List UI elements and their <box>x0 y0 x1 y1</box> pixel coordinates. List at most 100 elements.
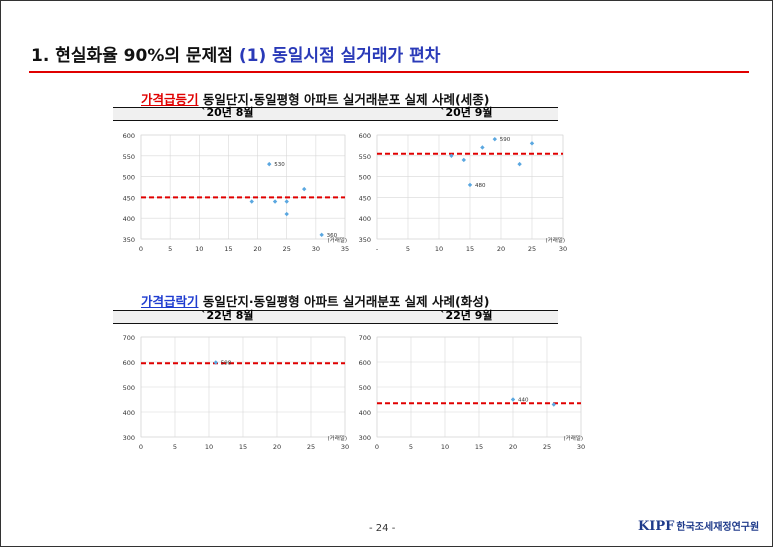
data-label: 598 <box>221 361 232 367</box>
data-point <box>267 161 272 167</box>
x-tick-label: 30 <box>341 443 349 451</box>
scatter-chart-3: 700 600 500 400 300 0 5 10 15 20 25 30 (거래일) 598 <box>109 327 350 465</box>
data-point <box>510 397 516 402</box>
x-axis-label: (거래일) <box>328 236 347 244</box>
x-tick-label: 30 <box>577 443 585 451</box>
data-label: 590 <box>500 137 511 143</box>
section-keyword: 가격급락기 <box>141 294 199 309</box>
x-tick-label: 0 <box>139 443 143 451</box>
x-tick-label: 5 <box>173 443 177 451</box>
logo-text: 한국조세재정연구원 <box>676 522 760 533</box>
data-point <box>272 199 278 204</box>
x-tick-label: 0 <box>139 245 143 253</box>
section-heading-text: 동일단지·동일평형 아파트 실거래분포 실제 사례(화성) <box>198 294 490 309</box>
x-tick-label: 25 <box>543 443 551 451</box>
x-tick-label: 30 <box>559 245 567 253</box>
plot-frame <box>140 134 346 240</box>
section-keyword: 가격급등기 <box>141 92 199 107</box>
data-point <box>449 153 454 158</box>
scatter-chart-4: 700 600 500 400 300 0 5 10 15 20 25 30 (거래일) 440 <box>345 327 586 465</box>
y-tick-label: 300 <box>123 434 135 442</box>
x-tick-label: 15 <box>475 443 483 451</box>
x-tick-label: 20 <box>509 443 517 451</box>
data-point <box>319 232 324 238</box>
x-tick-label: 20 <box>497 245 505 253</box>
data-point <box>461 157 466 163</box>
data-point <box>249 199 254 204</box>
x-tick-label: 0 <box>375 443 379 451</box>
data-point <box>467 182 473 188</box>
data-point <box>492 136 497 142</box>
data-label: 440 <box>518 398 529 404</box>
y-tick-label: 400 <box>123 409 135 417</box>
x-tick-label: 10 <box>195 245 203 253</box>
y-tick-label: 400 <box>359 215 371 223</box>
x-tick-label: 10 <box>205 443 213 451</box>
y-tick-label: 600 <box>359 132 371 140</box>
y-tick-label: 450 <box>123 194 135 202</box>
y-tick-label: 500 <box>123 174 135 182</box>
period-label: `22년 8월 <box>201 309 254 322</box>
x-tick-label: 15 <box>466 245 474 253</box>
x-tick-label: 35 <box>341 245 349 253</box>
section-heading-1: 가격급등기 동일단지·동일평형 아파트 실거래분포 실제 사례(세종) <box>141 89 489 108</box>
y-tick-label: 500 <box>359 174 371 182</box>
y-tick-label: 600 <box>359 359 371 367</box>
period-label: `22년 9월 <box>440 309 493 322</box>
title-divider <box>29 71 749 73</box>
y-tick-label: 500 <box>123 384 135 392</box>
section-heading-2: 가격급락기 동일단지·동일평형 아파트 실거래분포 실제 사례(화성) <box>141 291 489 310</box>
y-tick-label: 300 <box>359 434 371 442</box>
x-axis-label: (거래일) <box>564 434 583 442</box>
scatter-chart-2: 600 550 500 450 400 350- 5 10 15 20 25 30 (거래일) 480 59… <box>345 125 568 267</box>
x-tick-label: - <box>376 245 379 253</box>
slide-title-main: 1. 현실화율 90%의 문제점 <box>31 46 233 66</box>
x-tick-label: 10 <box>441 443 449 451</box>
y-tick-label: 550 <box>359 153 371 161</box>
x-tick-label: 25 <box>528 245 536 253</box>
x-tick-label: 25 <box>283 245 291 253</box>
y-tick-label: 550 <box>123 153 135 161</box>
period-label: `20년 8월 <box>201 106 254 119</box>
data-point <box>284 211 289 217</box>
data-point <box>517 161 522 167</box>
scatter-chart-1: 600 550 500 450 400 350 0 5 10 15 20 25 30 35 (거래일) 530… <box>109 125 350 267</box>
period-bar-2: `22년 8월 `22년 9월 <box>113 310 558 324</box>
x-tick-label: 25 <box>307 443 315 451</box>
page-number: - 24 - <box>369 523 396 534</box>
data-point <box>480 145 485 150</box>
logo-mark: KIPF <box>638 519 675 534</box>
x-tick-label: 20 <box>253 245 261 253</box>
x-tick-label: 15 <box>224 245 232 253</box>
x-tick-label: 30 <box>312 245 320 253</box>
x-tick-label: 10 <box>435 245 443 253</box>
x-tick-label: 20 <box>273 443 281 451</box>
data-point <box>213 360 218 365</box>
slide-title: 1. 현실화율 90%의 문제점 (1) 동일시점 실거래가 편차 <box>31 41 440 66</box>
y-tick-label: 500 <box>359 384 371 392</box>
y-tick-label: 700 <box>123 334 135 342</box>
y-tick-label: 600 <box>123 132 135 140</box>
x-tick-label: 5 <box>409 443 413 451</box>
x-tick-label: 5 <box>406 245 410 253</box>
y-tick-label: 350 <box>123 236 135 244</box>
data-point <box>284 199 289 204</box>
period-bar-1: `20년 8월 `20년 9월 <box>113 107 558 121</box>
slide-title-sub: (1) 동일시점 실거래가 편차 <box>238 46 441 66</box>
institute-logo: KIPF 한국조세재정연구원 <box>638 518 759 534</box>
y-tick-label: 450 <box>359 194 371 202</box>
data-label: 360 <box>327 233 338 239</box>
y-tick-label: 700 <box>359 334 371 342</box>
y-tick-label: 350 <box>359 236 371 244</box>
x-axis-label: (거래일) <box>328 434 347 442</box>
x-tick-label: 5 <box>168 245 172 253</box>
period-label: `20년 9월 <box>440 106 493 119</box>
y-tick-label: 400 <box>359 409 371 417</box>
data-label: 530 <box>274 162 285 168</box>
data-point <box>302 186 307 192</box>
section-heading-text: 동일단지·동일평형 아파트 실거래분포 실제 사례(세종) <box>198 92 490 107</box>
y-tick-label: 600 <box>123 359 135 367</box>
data-point <box>529 141 535 146</box>
x-axis-label: (거래일) <box>546 236 565 244</box>
y-tick-label: 400 <box>123 215 135 223</box>
